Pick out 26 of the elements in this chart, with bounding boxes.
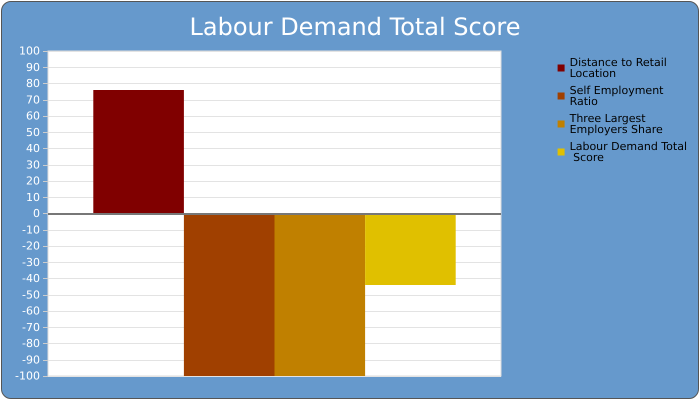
y-tick-label: -70: [22, 320, 40, 334]
y-tick-label: 100: [19, 44, 40, 58]
y-tick-label: 50: [26, 126, 40, 139]
y-tick-label: -30: [22, 256, 40, 269]
legend-label: Three Largest Employers Share: [568, 112, 664, 136]
y-tick-label: -50: [22, 288, 40, 302]
y-tick-label: 20: [26, 174, 40, 188]
y-tick-label: 10: [26, 190, 40, 204]
y-tick-label: 80: [26, 77, 40, 90]
y-tick-label: 40: [26, 142, 40, 155]
y-tick-label: -100: [15, 370, 40, 382]
y-tick-label: -10: [22, 223, 40, 236]
legend-label: Distance to Retail Location: [570, 56, 670, 80]
y-tick-label: -20: [22, 240, 40, 252]
y-tick-label: 90: [26, 60, 40, 74]
y-tick-label: -80: [22, 337, 40, 350]
y-tick-label: 0: [33, 207, 40, 220]
y-tick-label: 60: [26, 110, 40, 122]
legend-label: Labour Demand Total Score: [570, 140, 688, 164]
y-tick-label: -90: [22, 353, 40, 366]
chart-title: Labour Demand Total Score: [189, 13, 521, 41]
y-tick-label: 30: [26, 158, 40, 172]
legend-label: Self Employment Ratio: [570, 84, 667, 108]
y-tick-label: 70: [26, 93, 40, 106]
y-tick-label: -60: [22, 304, 40, 318]
y-tick-label: -40: [22, 272, 40, 285]
